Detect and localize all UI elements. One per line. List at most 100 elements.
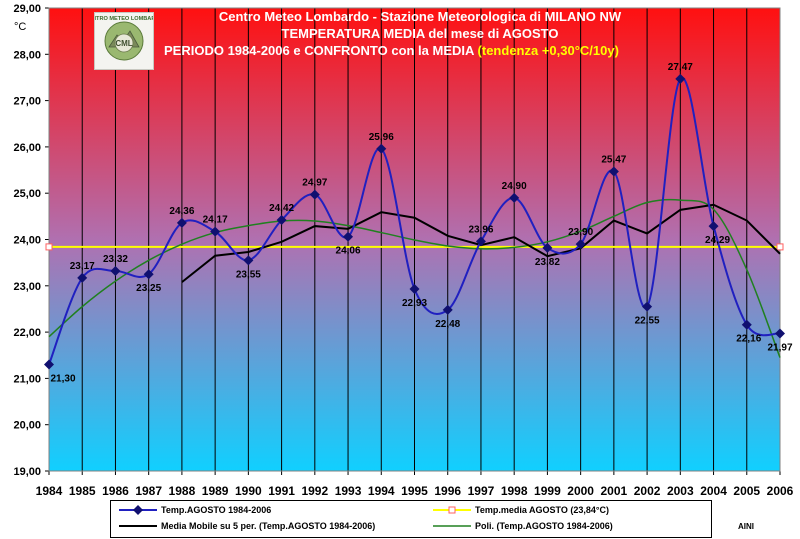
legend-item-poly: Poli. (Temp.AGOSTO 1984-2006): [431, 519, 613, 533]
x-tick-label: 1995: [401, 484, 428, 498]
x-tick-label: 2000: [567, 484, 594, 498]
y-tick-label: 27,00: [13, 96, 41, 108]
temp-data-point: [675, 73, 686, 84]
temp-data-point: [176, 217, 187, 228]
legend-symbol-mean: [433, 506, 471, 514]
x-tick-label: 1996: [434, 484, 461, 498]
chart-title: Centro Meteo Lombardo - Stazione Meteoro…: [150, 8, 690, 59]
x-tick-label: 2001: [601, 484, 628, 498]
x-tick-label: 1992: [301, 484, 328, 498]
y-tick-label: 26,00: [13, 142, 41, 154]
poly-trend-line: [48, 198, 781, 358]
x-tick-label: 2006: [767, 484, 794, 498]
y-tick-label: 23,00: [13, 281, 41, 293]
temp-data-point: [741, 319, 752, 330]
x-tick-label: 1985: [69, 484, 96, 498]
data-label: 23,25: [136, 283, 161, 294]
legend-label-mean: Temp.media AGOSTO (23,84°C): [475, 505, 609, 515]
plot-border: [48, 7, 781, 472]
x-tick-label: 2002: [634, 484, 661, 498]
svg-text:CML: CML: [115, 39, 132, 48]
temp-data-point: [409, 284, 420, 295]
temp-data-point: [110, 265, 121, 276]
y-tick-label: 20,00: [13, 420, 41, 432]
temp-data-point: [77, 272, 88, 283]
temp-data-point: [376, 143, 387, 154]
temp-data-point: [276, 215, 287, 226]
temp-data-point: [708, 221, 719, 232]
logo-graphic: CML CENTRO METEO LOMBARDO: [84, 16, 164, 61]
temp-data-point: [44, 359, 54, 370]
temp-data-point: [243, 255, 254, 266]
temp-data-point: [210, 226, 221, 237]
title-line-1: Centro Meteo Lombardo - Stazione Meteoro…: [218, 9, 622, 24]
legend-label-temp: Temp.AGOSTO 1984-2006: [161, 505, 272, 515]
x-tick-label: 1986: [102, 484, 129, 498]
author-signature: AINI: [738, 522, 754, 531]
data-label: 24,17: [203, 215, 228, 226]
x-tick-label: 1991: [268, 484, 295, 498]
mean-line-marker: [45, 243, 53, 251]
logo: CML CENTRO METEO LOMBARDO: [84, 12, 164, 70]
x-tick-label: 2005: [733, 484, 760, 498]
data-label: 22,93: [402, 298, 427, 309]
svg-text:CENTRO METEO LOMBARDO: CENTRO METEO LOMBARDO: [95, 16, 153, 22]
data-label: 23,96: [468, 224, 493, 235]
title-line-3: PERIODO 1984-2006 e CONFRONTO con la MED…: [150, 42, 690, 59]
data-label: 24,42: [269, 203, 294, 214]
data-label: 27,47: [668, 62, 693, 73]
y-tick-label: 29,00: [13, 3, 41, 15]
x-tick-label: 2003: [667, 484, 694, 498]
y-unit-label: °C: [14, 21, 26, 33]
mean-line-marker: [776, 243, 784, 251]
x-tick-label: 1988: [169, 484, 196, 498]
data-label: 21,97: [767, 342, 792, 353]
data-label: 21,30: [50, 374, 75, 385]
temp-data-point: [775, 328, 785, 339]
temp-data-point: [309, 189, 320, 200]
title-line-3-text: PERIODO 1984-2006 e CONFRONTO con la MED…: [164, 43, 474, 58]
data-label: 24,90: [502, 181, 527, 192]
x-tick-label: 1989: [202, 484, 229, 498]
x-tick-label: 1990: [235, 484, 262, 498]
legend-item-moving-avg: Media Mobile su 5 per. (Temp.AGOSTO 1984…: [117, 519, 375, 533]
legend-symbol-temp: [119, 505, 157, 515]
data-label: 24,06: [336, 246, 361, 257]
x-tick-label: 1984: [36, 484, 63, 498]
legend-symbol-moving-avg: [119, 525, 157, 527]
temp-data-point: [542, 242, 553, 253]
data-label: 24,36: [169, 206, 194, 217]
data-label: 25,47: [601, 154, 626, 165]
y-tick-label: 22,00: [13, 327, 41, 339]
temp-data-point: [442, 304, 453, 315]
y-tick-label: 24,00: [13, 235, 41, 247]
temp-data-point: [575, 239, 586, 250]
x-tick-label: 1999: [534, 484, 561, 498]
y-tick-label: 19,00: [13, 466, 41, 478]
temp-data-point: [143, 269, 154, 280]
data-label: 23,32: [103, 254, 128, 265]
legend-symbol-poly: [433, 525, 471, 527]
data-label: 22,55: [635, 316, 660, 327]
trend-note: (tendenza +0,30°C/10y): [477, 43, 619, 58]
temp-data-point: [642, 301, 653, 312]
x-tick-label: 1993: [335, 484, 362, 498]
legend-label-poly: Poli. (Temp.AGOSTO 1984-2006): [475, 521, 613, 531]
x-tick-label: 1987: [135, 484, 162, 498]
data-label: 23,90: [568, 227, 593, 238]
x-tick-label: 2004: [700, 484, 727, 498]
temp-data-point: [343, 231, 354, 242]
legend-label-moving-avg: Media Mobile su 5 per. (Temp.AGOSTO 1984…: [161, 521, 376, 531]
legend: Temp.AGOSTO 1984-2006 Temp.media AGOSTO …: [110, 500, 712, 538]
data-label: 23,82: [535, 257, 560, 268]
y-tick-label: 25,00: [13, 188, 41, 200]
temp-data-point: [509, 192, 520, 203]
data-label: 23,55: [236, 269, 261, 280]
data-label: 24,29: [705, 235, 730, 246]
data-label: 24,97: [302, 178, 327, 189]
data-label: 23,17: [70, 261, 95, 272]
x-tick-label: 1997: [468, 484, 495, 498]
y-tick-label: 28,00: [13, 49, 41, 61]
title-line-2: TEMPERATURA MEDIA del mese di AGOSTO: [281, 26, 559, 41]
temp-data-point: [608, 166, 619, 177]
